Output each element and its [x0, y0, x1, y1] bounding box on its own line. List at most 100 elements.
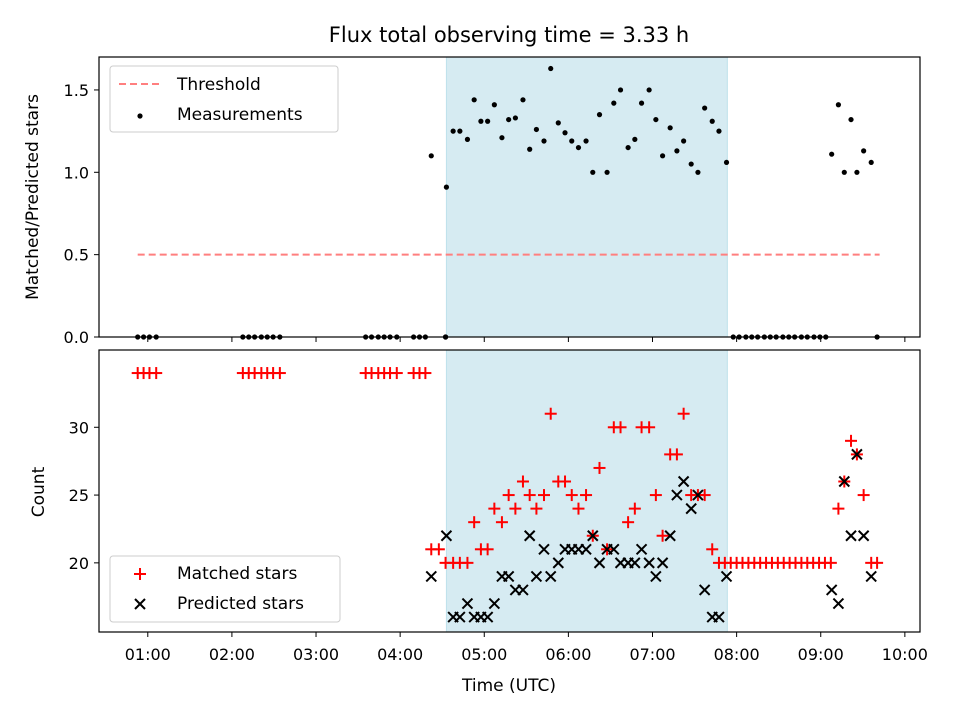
x-tick-label: 05:00	[461, 645, 507, 664]
measurement-point	[611, 100, 617, 106]
legend-matched-swatch	[134, 568, 146, 580]
measurement-point	[659, 153, 666, 159]
top-axes-frame	[98, 56, 921, 338]
predicted-star-point	[593, 557, 606, 569]
measurement-point	[596, 112, 603, 118]
predicted-star-point	[698, 584, 711, 596]
measurement-point	[450, 128, 456, 134]
predicted-star-point	[454, 611, 466, 623]
legend-threshold-label: Threshold	[176, 75, 261, 95]
predicted-star-point	[720, 570, 733, 583]
predicted-star-point	[580, 543, 592, 556]
measurement-point	[464, 136, 471, 142]
matched-star-point	[488, 502, 501, 515]
top-y-tick-label: 1.5	[64, 81, 89, 100]
bottom-axes-frame	[98, 349, 921, 633]
matched-star-point	[559, 475, 572, 488]
measurement-point	[506, 116, 512, 123]
predicted-star-point	[461, 597, 474, 610]
measurement-point	[681, 138, 687, 144]
matched-star-point	[461, 556, 474, 569]
matched-star-point	[495, 516, 508, 529]
predicted-star-point	[865, 570, 877, 583]
x-tick-label: 10:00	[882, 645, 928, 664]
measurement-point	[688, 161, 694, 167]
matched-star-point	[150, 367, 163, 380]
matched-star-point	[565, 489, 578, 502]
matched-star-point	[593, 461, 606, 474]
measurement-point	[471, 97, 477, 103]
top-y-tick-label: 0.0	[64, 328, 89, 347]
measurement-point	[499, 135, 505, 141]
matched-star-point	[572, 502, 585, 515]
measurement-point	[841, 169, 847, 175]
predicted-star-point	[838, 475, 851, 488]
measurement-point	[702, 105, 708, 111]
matched-star-point	[468, 516, 481, 529]
matched-star-point	[523, 489, 536, 502]
predicted-star-point	[552, 557, 564, 569]
measurement-point	[674, 148, 680, 154]
matched-star-point	[677, 407, 690, 420]
measurement-point	[854, 169, 860, 175]
predicted-star-point	[851, 448, 863, 461]
matched-star-point	[628, 502, 641, 515]
legend-predicted-label: Predicted stars	[177, 594, 304, 614]
matched-star-point	[832, 502, 845, 515]
measurement-point	[829, 151, 835, 157]
top-shaded-region	[445, 56, 728, 338]
x-tick-label: 01:00	[125, 645, 171, 664]
top-legend: Threshold Measurements	[109, 65, 339, 133]
measurement-point	[646, 87, 652, 93]
matched-star-point	[670, 448, 683, 461]
measurement-point	[604, 169, 610, 175]
measurement-point	[569, 138, 575, 144]
predicted-star-point	[425, 570, 437, 583]
legend-measurements-label: Measurements	[177, 105, 303, 125]
predicted-star-point	[608, 543, 620, 556]
predicted-star-point	[587, 530, 599, 542]
measurement-point	[667, 125, 673, 131]
predicted-star-point	[481, 611, 494, 623]
measurement-point	[625, 144, 631, 151]
predicted-star-point	[857, 530, 870, 542]
measurement-point	[491, 102, 497, 108]
x-tick-label: 02:00	[209, 645, 255, 664]
predicted-star-point	[825, 584, 838, 596]
measurement-point	[512, 115, 518, 121]
matched-star-point	[622, 516, 635, 529]
legend-predicted-swatch	[134, 598, 146, 610]
legend-matched-label: Matched stars	[177, 564, 297, 584]
bottom-y-axis-label: Count	[29, 466, 49, 517]
matched-star-point	[706, 543, 719, 556]
matched-star-point	[419, 367, 432, 380]
measurement-point	[590, 169, 596, 175]
predicted-star-point	[502, 570, 515, 583]
bottom-y-tick-label: 25	[69, 486, 89, 505]
measurement-point	[632, 136, 638, 142]
measurement-point	[478, 118, 484, 124]
matched-star-point	[824, 556, 837, 569]
measurement-point	[848, 116, 854, 123]
top-y-tick-label: 0.5	[64, 246, 89, 265]
top-y-axis-label: Matched/Predicted stars	[23, 94, 43, 300]
measurement-point	[575, 144, 582, 151]
predicted-star-point	[677, 475, 690, 488]
x-tick-label: 03:00	[293, 645, 339, 664]
predicted-star-point	[832, 597, 845, 610]
x-tick-label: 08:00	[714, 645, 760, 664]
matched-star-point	[481, 543, 494, 556]
matched-star-point	[643, 421, 656, 434]
x-tick-label: 04:00	[377, 645, 423, 664]
x-axis-label: Time (UTC)	[461, 676, 556, 696]
top-legend-frame	[109, 65, 339, 133]
measurement-point	[723, 159, 730, 166]
measurement-point	[562, 130, 568, 136]
x-tick-label: 06:00	[545, 645, 591, 664]
measurement-point	[548, 65, 554, 72]
measurement-point	[527, 146, 533, 152]
matched-star-point	[614, 421, 627, 434]
measurement-point	[653, 116, 659, 123]
measurement-point	[617, 87, 624, 93]
